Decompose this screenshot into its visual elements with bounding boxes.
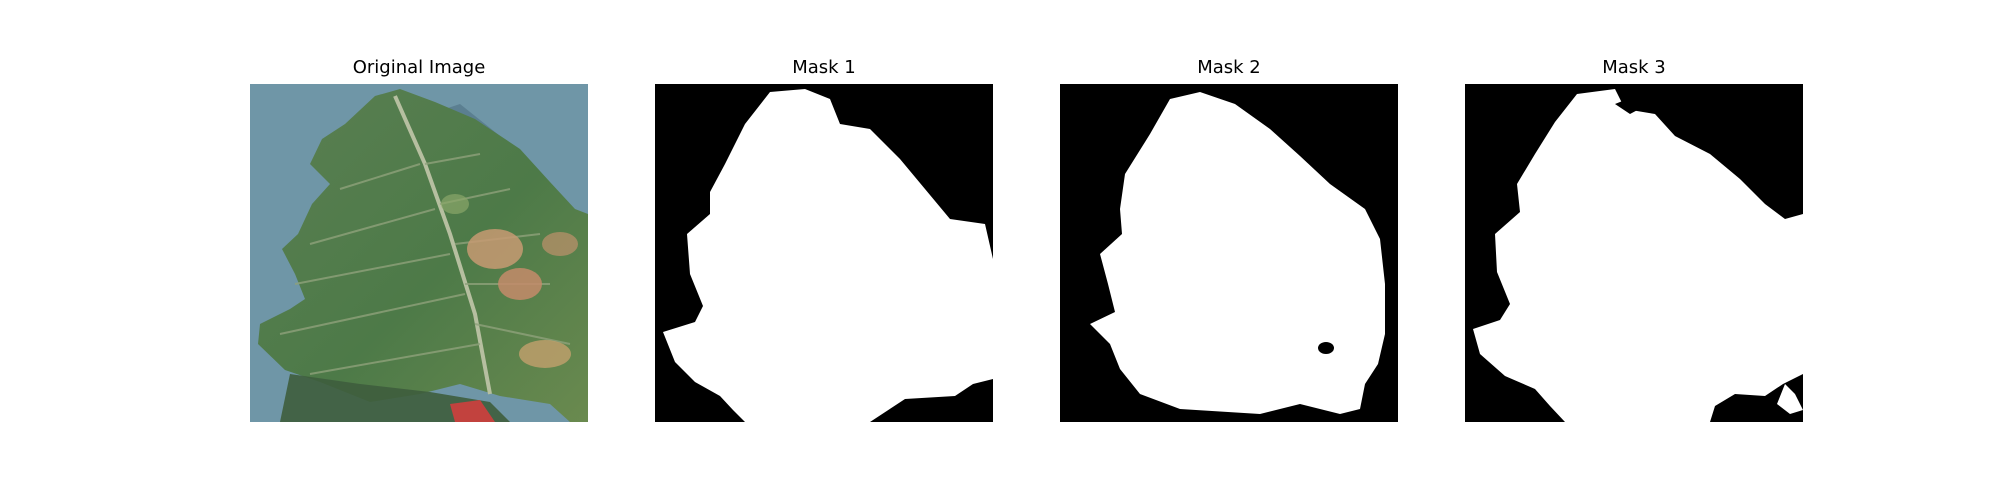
panel-mask-1: Mask 1 xyxy=(655,0,993,500)
mask-1-image xyxy=(655,84,993,422)
mask-3-image xyxy=(1465,84,1803,422)
panel-title: Mask 3 xyxy=(1602,57,1666,78)
panel-title: Mask 1 xyxy=(792,57,856,78)
panel-title: Original Image xyxy=(352,57,486,78)
panel-mask-3: Mask 3 xyxy=(1465,0,1803,500)
panel-mask-2: Mask 2 xyxy=(1060,0,1398,500)
panel-original-image: Original Image xyxy=(250,0,588,500)
original-leaf-image xyxy=(250,84,588,422)
panel-title: Mask 2 xyxy=(1197,57,1261,78)
mask-2-image xyxy=(1060,84,1398,422)
